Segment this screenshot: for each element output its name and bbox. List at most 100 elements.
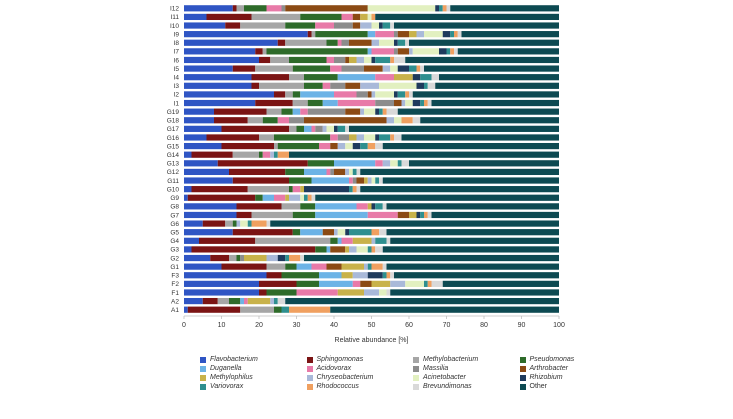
- bar-segment-G19-rhizobium: [375, 108, 379, 115]
- bar-segment-A1-pseudomonas: [274, 306, 282, 313]
- legend-swatch: [519, 374, 526, 381]
- bar-segment-I6-methylophilus: [349, 56, 357, 64]
- bar-segment-G9-methylophilus: [285, 194, 289, 201]
- bar-segment-I10-other: [394, 22, 559, 29]
- bar-segment-G2-other: [304, 254, 559, 262]
- bar-segment-G10-flavobacterium: [184, 186, 192, 193]
- bar-segment-G3-other: [382, 246, 559, 253]
- bar-segment-G11-massilia: [352, 177, 357, 184]
- bar-segment-I12-flavobacterium: [184, 5, 233, 12]
- bar-segment-G6-rhodococcus: [251, 220, 267, 227]
- bar-segment-I7-variovorax: [446, 48, 451, 55]
- bar-segment-F2-pseudomonas: [296, 280, 319, 287]
- bar-segment-I8-acidovorax: [337, 39, 342, 46]
- bar-segment-I5-other: [424, 65, 559, 72]
- bar-segment-G8-acidovorax: [356, 203, 368, 210]
- bar-segment-G16-acinetobacter: [364, 134, 376, 141]
- bar-segment-G7-methylophilus: [409, 211, 417, 219]
- bar-segment-G18-acidovorax: [277, 117, 289, 124]
- bar-segment-I1-pseudomonas: [307, 99, 323, 107]
- bar-segment-I8-acinetobacter: [379, 39, 394, 46]
- bar-segment-F3-pseudomonas: [281, 272, 319, 279]
- bar-segment-I7-rhizobium: [439, 48, 447, 55]
- bar-segment-G13-brevundimonas: [401, 160, 409, 167]
- bar-segment-G19-arthrobacter: [345, 108, 361, 115]
- bar-segment-G11-sphingomonas: [232, 177, 289, 184]
- bar-segment-G4-pseudomonas: [330, 237, 338, 244]
- bar-segment-G9-other: [315, 194, 559, 201]
- bar-segment-I2-other: [412, 91, 559, 98]
- bar-segment-G4-methylophilus: [352, 237, 372, 244]
- bar-segment-I7-acidovorax: [371, 48, 394, 55]
- bar-segment-G16-sphingomonas: [206, 134, 259, 141]
- bar-segment-I5-flavobacterium: [184, 65, 233, 72]
- bar-segment-F1-chryseobacterium: [364, 289, 379, 296]
- bar-segment-G4-brevundimonas: [386, 237, 391, 244]
- bar-segment-I9-rhizobium: [442, 31, 451, 38]
- bar-segment-G18-rhodococcus: [401, 117, 413, 124]
- bar-segment-I1-rhodococcus: [424, 99, 428, 107]
- bar-segment-G5-chryseobacterium: [334, 229, 338, 236]
- bar-segment-F2-acinetobacter: [405, 280, 424, 287]
- bar-segment-I12-sphingomonas: [232, 5, 237, 12]
- bar-segment-I6-methylobacterium: [270, 56, 289, 64]
- bar-segment-G10-acidovorax: [292, 186, 301, 193]
- bar-segment-G1-methylophilus: [341, 263, 364, 270]
- bar-segment-I11-rhodococcus: [371, 13, 376, 21]
- bar-segment-I6-acinetobacter: [364, 56, 372, 64]
- bar-segment-G15-sphingomonas: [221, 142, 274, 150]
- legend-label: Pseudomonas: [529, 356, 575, 363]
- category-label-I7: I7: [174, 49, 180, 56]
- bar-segment-I5-arthrobacter: [364, 65, 383, 72]
- bar-segment-A2-chryseobacterium: [270, 297, 274, 305]
- bar-segment-G2-variovorax: [285, 254, 289, 262]
- bar-segment-F2-other: [442, 280, 559, 287]
- bar-segment-G17-acinetobacter: [326, 125, 334, 132]
- legend-label: Chryseobacterium: [316, 374, 374, 381]
- bar-segment-G18-acinetobacter: [394, 117, 402, 124]
- bar-segment-G9-flavobacterium: [184, 194, 188, 201]
- bar-segment-I10-acinetobacter: [371, 22, 379, 29]
- bar-segment-G9-acinetobacter: [300, 194, 304, 201]
- bar-segment-I8-variovorax: [397, 39, 406, 46]
- bar-segment-G4-duganella: [337, 237, 342, 244]
- bar-segment-G2-methylophilus: [244, 254, 267, 262]
- bar-segment-G1-acidovorax: [311, 263, 327, 270]
- bar-segment-I2-acinetobacter: [375, 91, 394, 98]
- legend-item-variovorax: Variovorax: [200, 383, 301, 390]
- bar-segment-G10-rhodococcus: [352, 186, 357, 193]
- bar-segment-F3-chryseobacterium: [352, 272, 368, 279]
- legend-item-pseudomonas: Pseudomonas: [519, 356, 621, 363]
- bar-segment-G7-methylobacterium: [251, 211, 293, 219]
- bar-segment-G14-chryseobacterium: [270, 151, 274, 158]
- bar-segment-G12-chryseobacterium: [345, 168, 349, 176]
- bar-segment-G18-sphingomonas: [214, 117, 248, 124]
- bar-segment-A1-variovorax: [281, 306, 289, 313]
- bar-segment-G15-variovorax: [360, 142, 368, 150]
- bar-segment-I10-massilia: [334, 22, 353, 29]
- bar-segment-F1-pseudomonas: [266, 289, 297, 296]
- x-tick-label-80: 80: [480, 322, 488, 329]
- category-label-G14: G14: [167, 152, 180, 159]
- bar-segment-G2-massilia: [240, 254, 244, 262]
- bar-segment-I10-methylobacterium: [240, 22, 286, 29]
- bar-segment-I7-methylobacterium: [262, 48, 267, 55]
- bar-segment-G5-rhizobium: [345, 229, 349, 236]
- bar-segment-I2-rhodococcus: [405, 91, 409, 98]
- bar-segment-I3-massilia: [330, 82, 346, 89]
- bar-segment-G19-duganella: [292, 108, 301, 115]
- bar-segment-I11-methylophilus: [360, 13, 368, 21]
- category-label-I1: I1: [174, 100, 180, 107]
- bar-segment-G7-duganella: [315, 211, 368, 219]
- bar-segment-G7-variovorax: [420, 211, 424, 219]
- bar-segment-I6-chryseobacterium: [356, 56, 364, 64]
- bar-segment-I9-arthrobacter: [397, 31, 409, 38]
- bar-segment-A1-methylobacterium: [240, 306, 274, 313]
- bar-segment-I7-rhodococcus: [450, 48, 454, 55]
- legend-swatch: [200, 374, 206, 381]
- bar-segment-G3-brevundimonas: [375, 246, 383, 253]
- bar-segment-I10-variovorax: [382, 22, 391, 29]
- bar-segment-I2-rhizobium: [394, 91, 398, 98]
- bar-segment-G2-pseudomonas: [236, 254, 241, 262]
